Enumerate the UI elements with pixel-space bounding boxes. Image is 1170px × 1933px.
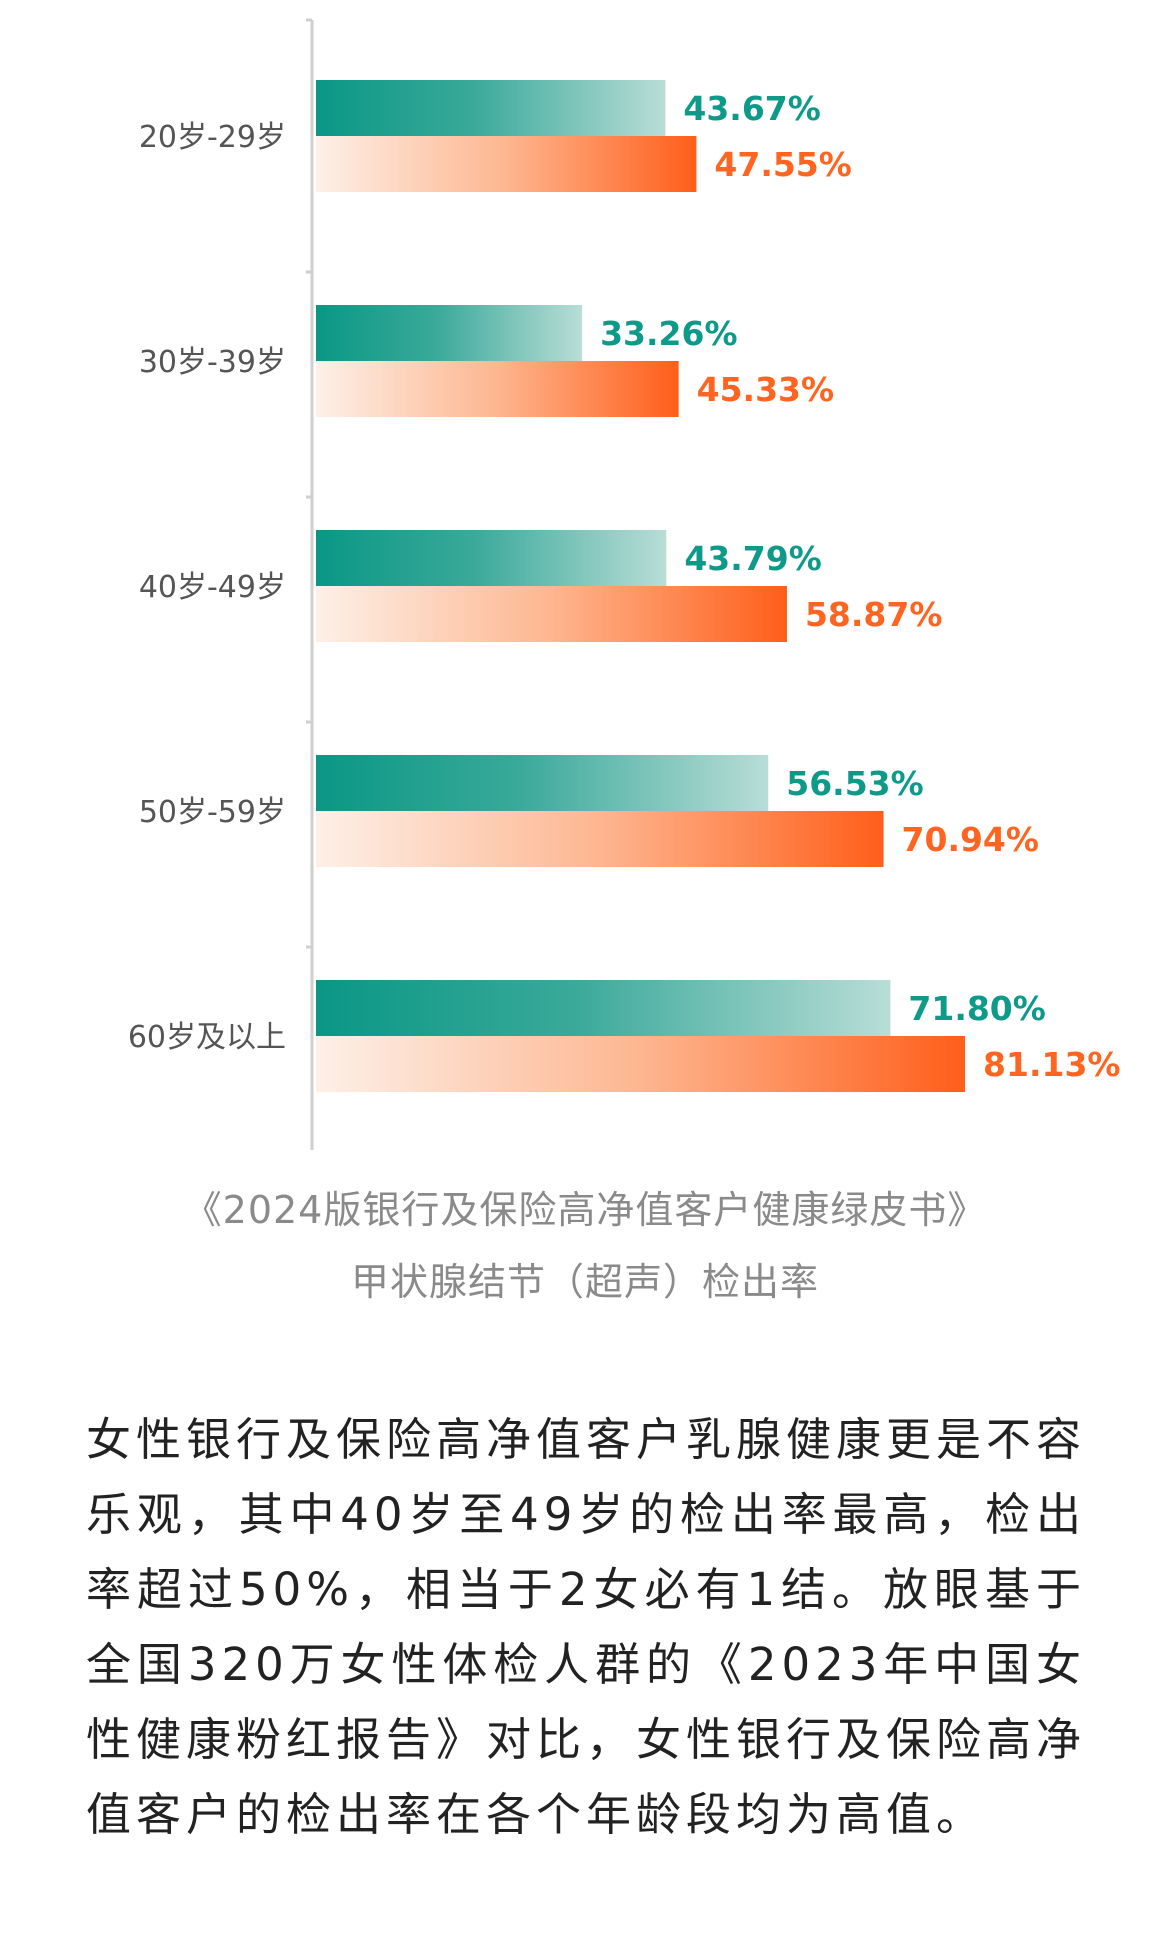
bar xyxy=(316,586,787,642)
y-axis xyxy=(306,18,314,1150)
data-label: 70.94% xyxy=(902,820,1039,859)
chart-caption-title: 《2024版银行及保险高净值客户健康绿皮书》 xyxy=(183,1188,987,1232)
bar xyxy=(316,1036,966,1092)
bars xyxy=(316,80,966,1092)
data-label: 58.87% xyxy=(805,595,942,634)
bar xyxy=(316,305,583,361)
data-label: 56.53% xyxy=(786,764,923,803)
data-label: 45.33% xyxy=(697,370,834,409)
category-label: 20岁-29岁 xyxy=(139,120,286,155)
bar xyxy=(316,136,697,192)
bar xyxy=(316,811,884,867)
category-label: 30岁-39岁 xyxy=(139,345,286,380)
data-label: 43.67% xyxy=(683,89,820,128)
bar xyxy=(316,530,667,586)
bar xyxy=(316,755,769,811)
chart-caption-subtitle: 甲状腺结节（超声）检出率 xyxy=(350,1260,819,1304)
bar-chart: 20岁-29岁 43.67% 47.55% 30岁-39岁 33.26% 45.33% 40… xyxy=(128,18,1121,1150)
body-paragraph: 女性银行及保险高净值客户乳腺健康更是不容乐观，其中40岁至49岁的检出率最高，检… xyxy=(86,1413,1087,1841)
labels: 20岁-29岁 43.67% 47.55% 30岁-39岁 33.26% 45.33% 40… xyxy=(128,89,1121,1084)
data-label: 81.13% xyxy=(983,1045,1120,1084)
bar xyxy=(316,980,891,1036)
data-label: 33.26% xyxy=(600,314,737,353)
category-label: 40岁-49岁 xyxy=(139,570,286,605)
category-label: 60岁及以上 xyxy=(128,1020,286,1055)
data-label: 43.79% xyxy=(684,539,821,578)
data-label: 71.80% xyxy=(908,989,1045,1028)
category-label: 50岁-59岁 xyxy=(139,795,286,830)
data-label: 47.55% xyxy=(714,145,851,184)
bar xyxy=(316,361,679,417)
bar xyxy=(316,80,666,136)
